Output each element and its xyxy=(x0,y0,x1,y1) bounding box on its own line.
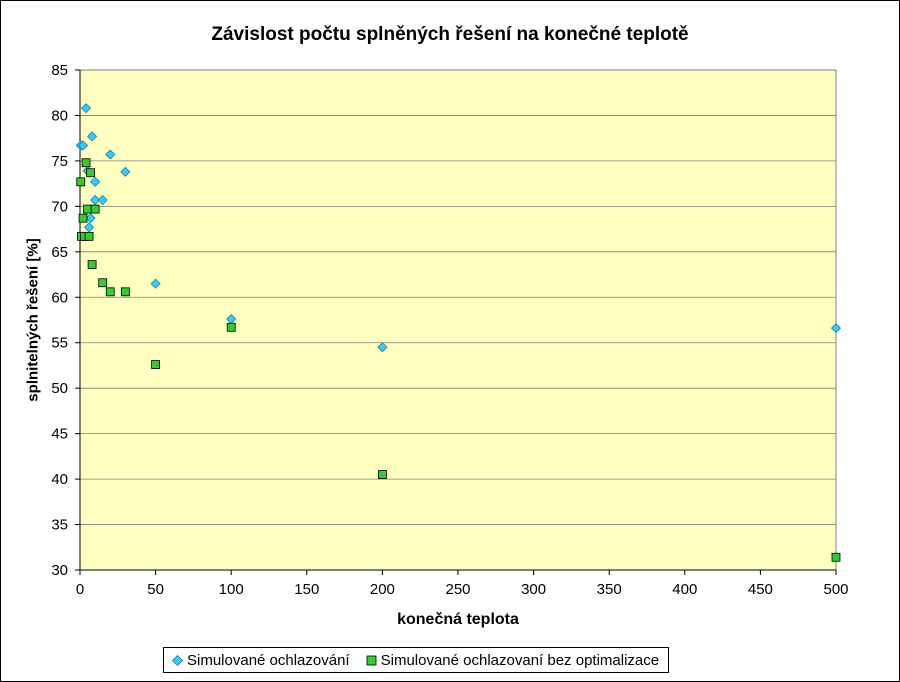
y-tick-label-70: 70 xyxy=(51,198,68,215)
series-1-point-12 xyxy=(150,278,161,289)
data-points xyxy=(75,103,842,562)
series-2-point-15 xyxy=(377,470,387,479)
x-tick-label-350: 350 xyxy=(597,581,622,598)
series-2-point-16 xyxy=(831,552,841,562)
series-2-point-12 xyxy=(120,287,130,297)
series-2-point-13 xyxy=(151,360,161,369)
x-tick-label-400: 400 xyxy=(672,581,697,598)
series-2-point-5 xyxy=(83,204,92,214)
series-2-point-0 xyxy=(76,177,86,187)
series-2-point-6 xyxy=(84,231,94,241)
x-axis-label: konečná teplota xyxy=(397,611,519,628)
gridlines xyxy=(80,115,836,525)
x-tick-label-50: 50 xyxy=(147,581,164,598)
diamond-marker-icon xyxy=(172,654,183,666)
y-tick-label-55: 55 xyxy=(51,335,68,352)
y-tick-label-80: 80 xyxy=(51,107,68,124)
y-tick-labels: 30 35 40 45 50 55 60 65 70 75 80 85 xyxy=(51,62,68,579)
square-marker-icon xyxy=(366,655,377,665)
x-tick-label-250: 250 xyxy=(445,581,470,598)
x-tick-label-150: 150 xyxy=(294,581,319,598)
y-tick-label-45: 45 xyxy=(51,426,68,443)
series-1-point-4 xyxy=(84,222,95,233)
series-2-point-7 xyxy=(86,168,95,178)
legend-item-series-1: Simulované ochlazování xyxy=(172,652,350,669)
plot-area xyxy=(79,69,837,571)
series-2-point-10 xyxy=(98,278,108,288)
x-tick-label-100: 100 xyxy=(219,581,244,598)
y-tick-label-50: 50 xyxy=(51,380,68,397)
series-1-point-7 xyxy=(90,176,101,187)
x-tick-label-200: 200 xyxy=(370,581,395,598)
series-2-point-4 xyxy=(81,158,91,168)
series-1-point-14 xyxy=(377,342,388,353)
series-1-point-9 xyxy=(97,194,108,206)
series-2-point-14 xyxy=(226,322,236,332)
legend: Simulované ochlazování Simulované ochlaz… xyxy=(163,647,669,673)
series-1-point-10 xyxy=(105,149,116,160)
x-tick-label-500: 500 xyxy=(823,581,848,598)
series-1-point-5 xyxy=(85,213,96,224)
y-axis-label: splnitelných řešení [%] xyxy=(24,238,42,402)
y-tick-label-85: 85 xyxy=(51,62,68,79)
y-tick-label-35: 35 xyxy=(51,517,68,534)
series-2-point-2 xyxy=(78,213,88,223)
series-1-point-15 xyxy=(830,323,842,334)
series-2-point-8 xyxy=(87,260,97,269)
x-tick-label-450: 450 xyxy=(748,581,773,598)
y-tick-label-65: 65 xyxy=(51,244,68,261)
legend-label-series-2: Simulované ochlazovaní bez optimalizace xyxy=(380,651,660,669)
y-tick-label-75: 75 xyxy=(51,153,68,170)
chart-title: Závislost počtu splněných řešení na kone… xyxy=(211,24,689,45)
y-tick-label-40: 40 xyxy=(51,471,68,488)
x-tick-labels: 0 50 100 150 200 250 300 350 400 450 500 xyxy=(76,581,849,598)
x-tick-label-300: 300 xyxy=(521,581,546,598)
y-tick-label-30: 30 xyxy=(51,562,68,579)
series-1-point-1 xyxy=(77,140,89,151)
x-tick-label-0: 0 xyxy=(76,581,84,598)
series-1-point-11 xyxy=(120,166,131,177)
series-1-point-6 xyxy=(87,131,98,142)
series-2-point-9 xyxy=(90,204,100,214)
legend-item-series-2: Simulované ochlazovaní bez optimalizace xyxy=(366,651,660,669)
legend-label-series-1: Simulované ochlazování xyxy=(187,651,350,669)
y-tick-label-60: 60 xyxy=(51,289,68,306)
axes xyxy=(75,69,837,575)
series-2-point-11 xyxy=(105,287,115,297)
series-1-point-8 xyxy=(90,194,101,206)
series-1-point-2 xyxy=(80,103,92,114)
